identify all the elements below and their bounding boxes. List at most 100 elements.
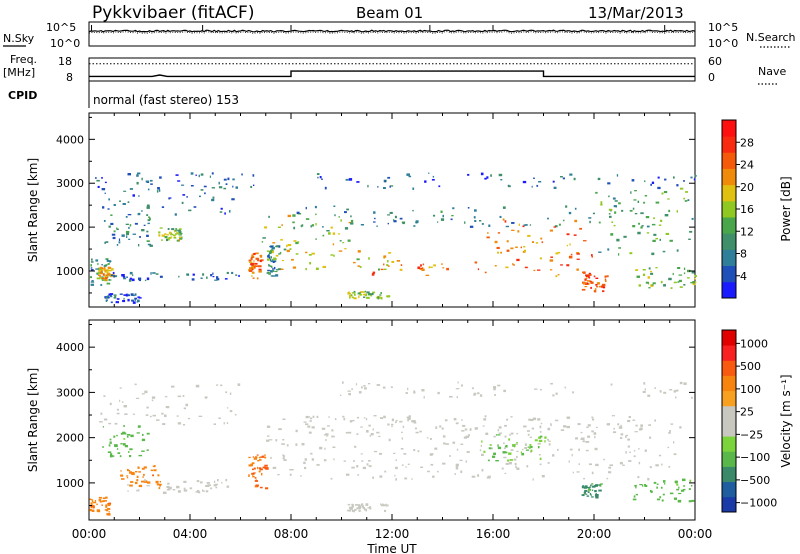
power-cell — [642, 269, 646, 271]
velocity-cell — [528, 418, 531, 421]
velocity-cell — [569, 448, 573, 451]
velocity-band-10 — [632, 478, 695, 503]
power-colorbar-swatch — [722, 136, 736, 153]
velocity-cell — [131, 471, 135, 474]
velocity-cell — [225, 391, 228, 394]
power-cell — [324, 186, 327, 190]
velocity-cell — [461, 384, 463, 387]
velocity-cell — [648, 424, 651, 426]
velocity-cell — [488, 447, 492, 450]
power-cell — [121, 234, 125, 237]
velocity-cell — [497, 444, 499, 447]
power-cell — [131, 278, 135, 282]
velocity-cell — [504, 424, 507, 427]
velocity-cell — [591, 416, 594, 419]
velocity-cell — [127, 490, 129, 492]
power-cell — [642, 273, 646, 276]
velocity-cell — [356, 465, 359, 468]
power-cell — [273, 257, 276, 260]
velocity-cell — [414, 427, 418, 430]
velocity-cell — [143, 466, 147, 469]
power-cell — [146, 240, 150, 242]
power-cell — [128, 226, 130, 229]
power-cell — [537, 269, 541, 271]
power-cell — [166, 234, 170, 236]
velocity-cell — [465, 435, 469, 438]
power-cell — [387, 176, 391, 179]
power-cell — [340, 219, 342, 222]
power-cell — [412, 187, 415, 190]
velocity-cell — [485, 432, 489, 435]
power-cell — [527, 234, 531, 237]
velocity-cell — [164, 414, 167, 417]
velocity-cell — [141, 467, 145, 470]
velocity-cell — [548, 440, 551, 442]
power-cell — [136, 181, 139, 185]
power-cell — [261, 241, 264, 243]
power-cell — [479, 220, 482, 222]
velocity-cell — [481, 440, 483, 443]
velocity-cell — [207, 484, 211, 486]
power-cell — [351, 292, 355, 294]
power-cell — [103, 266, 106, 269]
velocity-cell — [529, 436, 532, 438]
power-cell — [168, 231, 172, 234]
velocity-cell — [379, 417, 384, 419]
power-cell — [623, 235, 627, 238]
power-band-3 — [101, 187, 235, 216]
velocity-cell — [89, 508, 92, 512]
power-cell — [648, 287, 651, 289]
power-cell — [344, 248, 347, 250]
power-cell — [679, 187, 684, 190]
power-colorbar-tick-label: 20 — [740, 181, 754, 194]
power-cell — [598, 221, 601, 224]
velocity-cell — [632, 498, 637, 501]
power-cell — [132, 233, 136, 235]
velocity-cell — [509, 459, 514, 461]
power-cell — [633, 199, 637, 201]
velocity-cell — [669, 430, 671, 433]
power-cell — [134, 222, 138, 225]
velocity-cell — [587, 491, 590, 493]
velocity-cell — [390, 386, 393, 388]
velocity-cell — [530, 445, 533, 449]
power-cell — [214, 279, 218, 281]
power-cell — [315, 267, 319, 270]
power-cell — [95, 259, 99, 262]
velocity-cell — [310, 452, 313, 455]
power-cell — [618, 247, 621, 249]
velocity-cell — [301, 443, 305, 446]
velocity-cell — [586, 426, 589, 428]
velocity-cell — [342, 381, 344, 384]
velocity-cell — [153, 465, 156, 468]
velocity-cell — [351, 505, 354, 508]
velocity-cell — [635, 485, 637, 489]
power-cell — [146, 204, 150, 207]
power-cell — [277, 268, 282, 271]
power-cell — [127, 214, 132, 216]
velocity-cell — [215, 483, 218, 486]
power-cell — [275, 274, 279, 277]
velocity-cell — [166, 489, 171, 491]
power-cell — [91, 258, 93, 261]
velocity-cell — [594, 447, 598, 451]
velocity-cell — [587, 435, 591, 438]
velocity-ytick-label: 4000 — [56, 341, 84, 354]
velocity-cell — [365, 508, 367, 512]
velocity-cell — [539, 431, 542, 433]
velocity-cell — [124, 445, 128, 448]
power-cell — [550, 256, 553, 258]
velocity-cell — [650, 490, 653, 493]
power-cell — [188, 209, 192, 212]
power-cell — [219, 211, 223, 213]
velocity-cell — [455, 422, 459, 425]
power-cell — [505, 266, 509, 269]
station-title: Pykkvibaer (fitACF) — [92, 3, 254, 23]
power-cell — [549, 259, 554, 262]
power-cell — [487, 232, 489, 234]
power-cell — [638, 284, 641, 287]
power-cell — [98, 271, 100, 275]
velocity-cell — [544, 436, 547, 439]
velocity-colorbar-tick-label: −100 — [740, 451, 770, 464]
velocity-cell — [537, 446, 540, 449]
